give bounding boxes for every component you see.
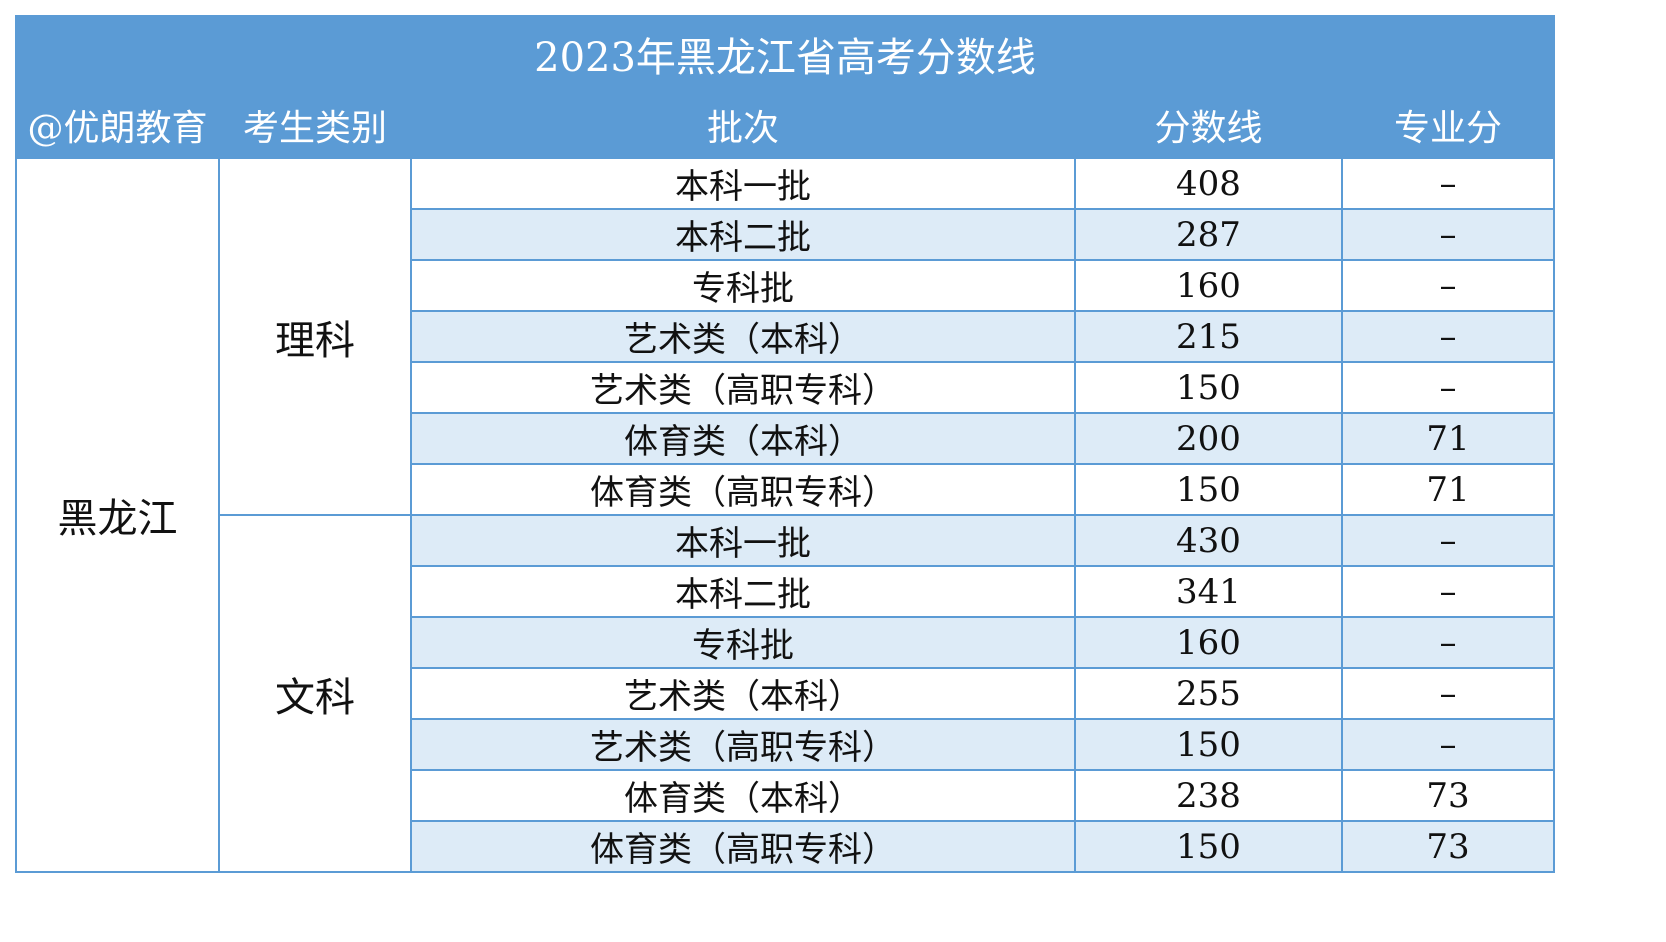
score-cell: 160 [1074, 259, 1343, 312]
batch-cell: 体育类（高职专科） [410, 463, 1076, 516]
batch-cell: 本科一批 [410, 157, 1076, 210]
major-score-cell: – [1340, 361, 1556, 414]
batch-cell: 艺术类（高职专科） [410, 361, 1076, 414]
table-row: 体育类（高职专科） 150 73 [16, 820, 1556, 873]
batch-cell: 体育类（本科） [410, 769, 1076, 822]
table-row: 艺术类（高职专科） 150– [16, 718, 1556, 771]
score-cell: 215 [1074, 310, 1343, 363]
table-row: 体育类（本科） 238 73 [16, 769, 1556, 822]
batch-cell: 本科一批 [410, 514, 1076, 567]
batch-cell: 艺术类（本科） [410, 667, 1076, 720]
major-score-cell: 73 [1340, 820, 1556, 873]
table-row: 艺术类（本科） 215– [16, 310, 1556, 363]
batch-cell: 本科二批 [410, 208, 1076, 261]
score-cell: 150 [1074, 820, 1343, 873]
score-cell: 238 [1074, 769, 1343, 822]
major-score-cell: – [1340, 208, 1556, 261]
category-header: 考生类别 [218, 91, 412, 159]
title-row: 2023年黑龙江省高考分数线 [14, 15, 1556, 93]
score-cell: 255 [1074, 667, 1343, 720]
score-cell: 287 [1074, 208, 1343, 261]
table-row: 艺术类（高职专科） 150– [16, 361, 1556, 414]
score-cell: 430 [1074, 514, 1343, 567]
table-row: 本科二批 287– [16, 208, 1556, 261]
major-score-cell: – [1340, 616, 1556, 669]
score-cell: 150 [1074, 361, 1343, 414]
province-cell: 黑龙江 [15, 157, 220, 873]
batch-cell: 体育类（高职专科） [410, 820, 1076, 873]
table-title: 2023年黑龙江省高考分数线 [14, 15, 1556, 93]
header-row: @优朗教育 考生类别 批次 分数线 专业分 [15, 91, 1556, 159]
table-row: 专科批 160– [16, 259, 1556, 312]
score-cell: 200 [1074, 412, 1343, 465]
batch-header: 批次 [410, 91, 1076, 159]
score-cell: 408 [1074, 157, 1343, 210]
score-cell: 341 [1074, 565, 1343, 618]
table-row: 本科二批 341– [16, 565, 1556, 618]
table-row: 黑龙江 理科 本科一批 408– [15, 157, 1556, 873]
major-score-cell: – [1340, 718, 1556, 771]
batch-cell: 艺术类（本科） [410, 310, 1076, 363]
table-row: 体育类（高职专科） 150 71 [16, 463, 1556, 516]
score-cell: 150 [1074, 718, 1343, 771]
table-row: 专科批 160– [16, 616, 1556, 669]
batch-cell: 专科批 [410, 616, 1076, 669]
major-score-cell: 73 [1340, 769, 1556, 822]
batch-cell: 体育类（本科） [410, 412, 1076, 465]
table-body: 黑龙江 理科 本科一批 408– 本科二批 287– 专科批 160– 艺术类（本科） 215– 艺… [15, 157, 1556, 873]
score-header: 分数线 [1074, 91, 1343, 159]
score-cell: 160 [1074, 616, 1343, 669]
table-row: 艺术类（本科） 255– [16, 667, 1556, 720]
category-cell: 理科 [218, 157, 412, 516]
category-cell: 文科 [218, 514, 412, 873]
major-score-cell: – [1340, 259, 1556, 312]
score-cell: 150 [1074, 463, 1343, 516]
watermark-header: @优朗教育 [15, 91, 220, 159]
major-score-cell: – [1340, 157, 1556, 210]
batch-cell: 艺术类（高职专科） [410, 718, 1076, 771]
major-score-cell: – [1340, 565, 1556, 618]
major-score-cell: 71 [1340, 463, 1556, 516]
batch-cell: 专科批 [410, 259, 1076, 312]
major-score-cell: 71 [1340, 412, 1556, 465]
major-score-cell: – [1340, 667, 1556, 720]
score-line-table: 2023年黑龙江省高考分数线 @优朗教育 考生类别 批次 分数线 专业分 黑龙江… [14, 15, 1556, 873]
table-row: 体育类（本科） 200 71 [16, 412, 1556, 465]
major-score-cell: – [1340, 514, 1556, 567]
major-score-header: 专业分 [1340, 91, 1556, 159]
major-score-cell: – [1340, 310, 1556, 363]
batch-cell: 本科二批 [410, 565, 1076, 618]
table-row: 文科 本科一批 430– [16, 514, 1556, 873]
